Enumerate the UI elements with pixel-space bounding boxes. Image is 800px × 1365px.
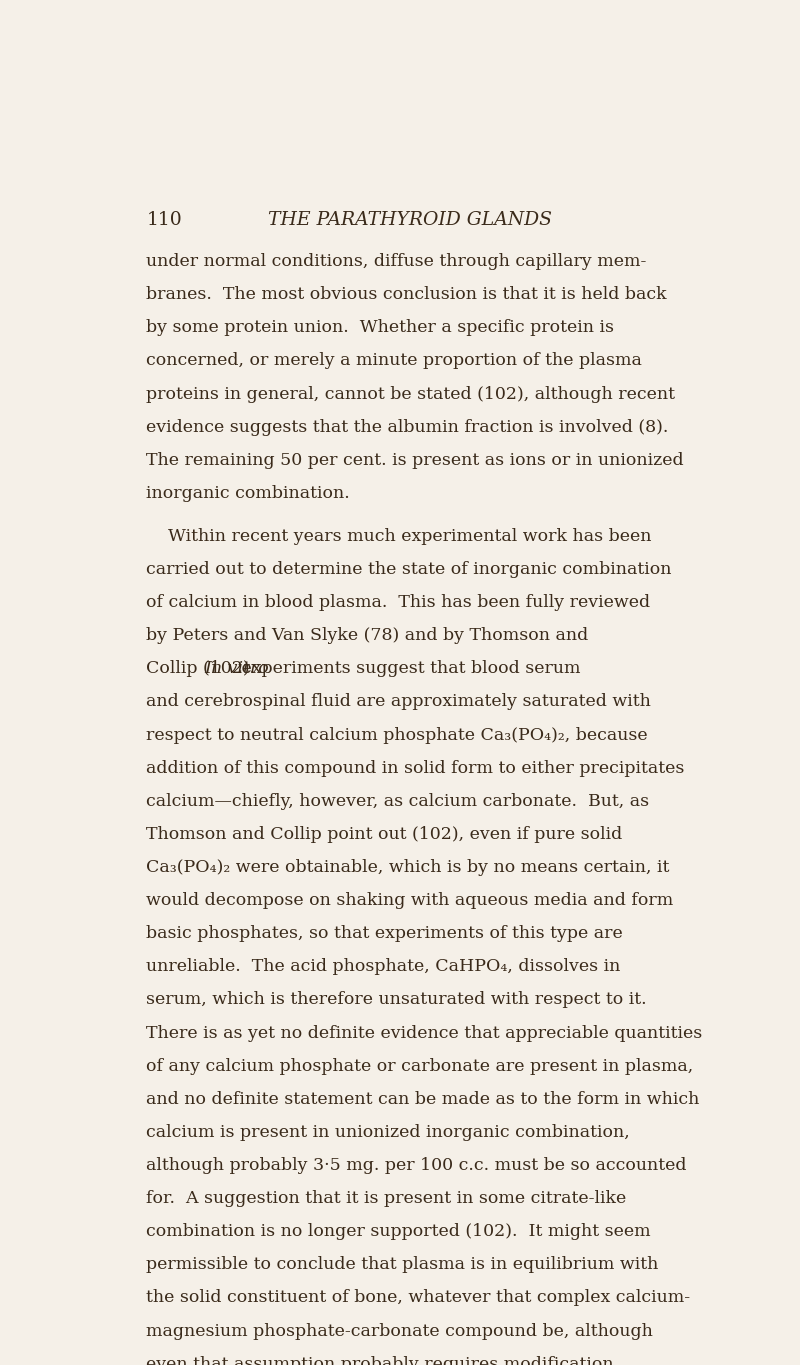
Text: of any calcium phosphate or carbonate are present in plasma,: of any calcium phosphate or carbonate ar… [146, 1058, 694, 1074]
Text: even that assumption probably requires modification: even that assumption probably requires m… [146, 1355, 614, 1365]
Text: would decompose on shaking with aqueous media and form: would decompose on shaking with aqueous … [146, 893, 674, 909]
Text: for.  A suggestion that it is present in some citrate-like: for. A suggestion that it is present in … [146, 1190, 626, 1207]
Text: evidence suggests that the albumin fraction is involved (8).: evidence suggests that the albumin fract… [146, 419, 669, 435]
Text: of calcium in blood plasma.  This has been fully reviewed: of calcium in blood plasma. This has bee… [146, 594, 650, 612]
Text: There is as yet no definite evidence that appreciable quantities: There is as yet no definite evidence tha… [146, 1025, 702, 1041]
Text: although probably 3·5 mg. per 100 c.c. must be so accounted: although probably 3·5 mg. per 100 c.c. m… [146, 1158, 687, 1174]
Text: permissible to conclude that plasma is in equilibrium with: permissible to conclude that plasma is i… [146, 1256, 659, 1274]
Text: calcium is present in unionized inorganic combination,: calcium is present in unionized inorgani… [146, 1123, 630, 1141]
Text: In vitro: In vitro [205, 661, 270, 677]
Text: unreliable.  The acid phosphate, CaHPO₄, dissolves in: unreliable. The acid phosphate, CaHPO₄, … [146, 958, 621, 976]
Text: concerned, or merely a minute proportion of the plasma: concerned, or merely a minute proportion… [146, 352, 642, 370]
Text: basic phosphates, so that experiments of this type are: basic phosphates, so that experiments of… [146, 925, 623, 942]
Text: 110: 110 [146, 212, 182, 229]
Text: serum, which is therefore unsaturated with respect to it.: serum, which is therefore unsaturated wi… [146, 991, 647, 1009]
Text: proteins in general, cannot be stated (102), although recent: proteins in general, cannot be stated (1… [146, 385, 675, 403]
Text: branes.  The most obvious conclusion is that it is held back: branes. The most obvious conclusion is t… [146, 287, 667, 303]
Text: calcium—chiefly, however, as calcium carbonate.  But, as: calcium—chiefly, however, as calcium car… [146, 793, 650, 809]
Text: Ca₃(PO₄)₂ were obtainable, which is by no means certain, it: Ca₃(PO₄)₂ were obtainable, which is by n… [146, 859, 670, 876]
Text: Collip (102).: Collip (102). [146, 661, 266, 677]
Text: and no definite statement can be made as to the form in which: and no definite statement can be made as… [146, 1091, 700, 1108]
Text: Within recent years much experimental work has been: Within recent years much experimental wo… [146, 528, 652, 545]
Text: inorganic combination.: inorganic combination. [146, 485, 350, 502]
Text: magnesium phosphate-carbonate compound be, although: magnesium phosphate-carbonate compound b… [146, 1323, 654, 1339]
Text: experiments suggest that blood serum: experiments suggest that blood serum [236, 661, 580, 677]
Text: by Peters and Van Slyke (78) and by Thomson and: by Peters and Van Slyke (78) and by Thom… [146, 628, 589, 644]
Text: Thomson and Collip point out (102), even if pure solid: Thomson and Collip point out (102), even… [146, 826, 622, 844]
Text: under normal conditions, diffuse through capillary mem-: under normal conditions, diffuse through… [146, 253, 647, 270]
Text: addition of this compound in solid form to either precipitates: addition of this compound in solid form … [146, 760, 685, 777]
Text: combination is no longer supported (102).  It might seem: combination is no longer supported (102)… [146, 1223, 651, 1241]
Text: The remaining 50 per cent. is present as ions or in unionized: The remaining 50 per cent. is present as… [146, 452, 684, 468]
Text: THE PARATHYROID GLANDS: THE PARATHYROID GLANDS [268, 212, 552, 229]
Text: by some protein union.  Whether a specific protein is: by some protein union. Whether a specifi… [146, 319, 614, 336]
Text: respect to neutral calcium phosphate Ca₃(PO₄)₂, because: respect to neutral calcium phosphate Ca₃… [146, 726, 648, 744]
Text: carried out to determine the state of inorganic combination: carried out to determine the state of in… [146, 561, 672, 577]
Text: the solid constituent of bone, whatever that complex calcium-: the solid constituent of bone, whatever … [146, 1290, 690, 1306]
Text: and cerebrospinal fluid are approximately saturated with: and cerebrospinal fluid are approximatel… [146, 693, 651, 710]
